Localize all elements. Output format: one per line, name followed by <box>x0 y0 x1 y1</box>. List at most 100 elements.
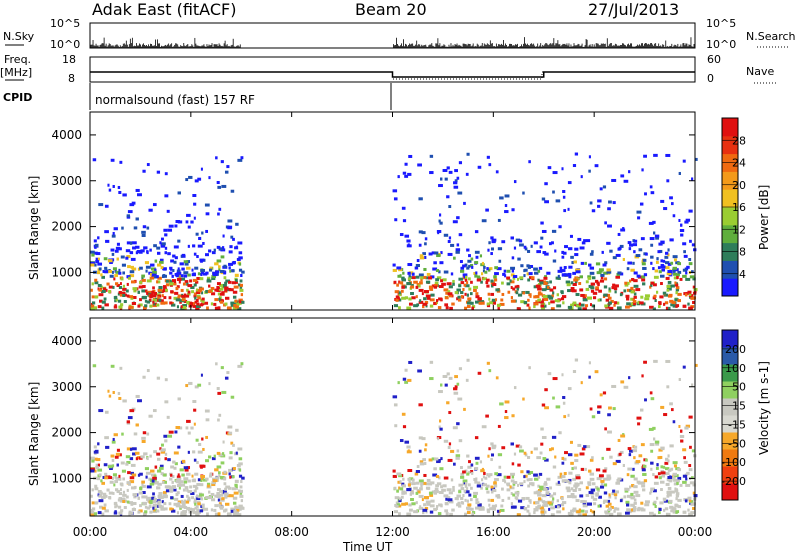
power-cell <box>561 250 565 254</box>
velocity-cell <box>218 471 221 475</box>
power-cell <box>121 226 124 230</box>
y-tick-label: 4000 <box>51 128 82 142</box>
power-cell <box>456 288 461 292</box>
power-cell <box>420 278 423 282</box>
power-cell <box>458 233 463 237</box>
power-cell <box>639 301 644 305</box>
power-cell <box>94 281 99 285</box>
velocity-cell <box>683 460 688 464</box>
velocity-cell <box>678 377 681 381</box>
velocity-cell <box>131 473 137 477</box>
velocity-cell <box>599 393 603 397</box>
velocity-cell <box>171 507 174 511</box>
power-cell <box>438 297 443 301</box>
power-cell <box>512 287 516 291</box>
velocity-cell <box>612 407 616 411</box>
velocity-cell <box>118 396 122 400</box>
velocity-cell <box>448 500 453 504</box>
velocity-cell <box>667 459 670 463</box>
power-cell <box>112 184 115 188</box>
velocity-cell <box>181 459 186 463</box>
velocity-cell <box>601 456 604 460</box>
velocity-cell <box>424 506 429 510</box>
velocity-cell <box>424 443 428 447</box>
power-cell <box>424 255 427 259</box>
velocity-cell <box>493 481 497 485</box>
velocity-cell <box>414 472 419 476</box>
velocity-cell <box>579 481 583 485</box>
velocity-cell <box>440 383 443 387</box>
colorbar-segment <box>722 415 738 433</box>
velocity-cell <box>189 485 192 489</box>
velocity-cell <box>467 483 471 487</box>
velocity-cell <box>689 481 695 485</box>
power-cell <box>596 281 600 285</box>
y-tick-label: 2000 <box>51 426 82 440</box>
velocity-cell <box>626 508 631 512</box>
velocity-cell <box>617 438 621 442</box>
power-cell <box>692 296 696 300</box>
velocity-cell <box>693 494 698 498</box>
velocity-cell <box>173 502 178 506</box>
velocity-cell <box>406 512 412 516</box>
power-cell <box>196 302 200 306</box>
power-cell <box>663 293 669 297</box>
velocity-cell <box>93 469 97 473</box>
velocity-cell <box>453 462 456 466</box>
power-cell <box>610 299 614 303</box>
power-cell <box>517 293 523 297</box>
power-cell <box>240 293 244 297</box>
power-cell <box>540 302 546 306</box>
power-cell <box>538 266 543 270</box>
power-cell <box>627 261 633 265</box>
velocity-cell <box>202 447 205 451</box>
velocity-cell <box>152 476 157 480</box>
velocity-cell <box>116 463 119 467</box>
velocity-cell <box>229 451 233 455</box>
power-cell <box>199 287 204 291</box>
power-cell <box>97 257 100 261</box>
power-cell <box>571 261 574 265</box>
colorbar-tick-label: 4 <box>739 268 746 281</box>
power-cell <box>187 292 191 296</box>
power-cell <box>559 268 563 272</box>
power-cell <box>501 292 505 296</box>
velocity-cell <box>152 500 157 504</box>
power-cell <box>213 302 217 306</box>
velocity-cell <box>533 508 539 512</box>
velocity-cell <box>688 468 693 472</box>
power-cell <box>173 260 177 264</box>
velocity-cell <box>142 431 147 435</box>
power-cell <box>662 291 667 295</box>
power-cell <box>672 266 678 270</box>
velocity-cell <box>141 484 146 488</box>
power-cell <box>589 271 595 275</box>
power-cell <box>489 301 494 305</box>
nave-tick-top: 60 <box>707 53 721 66</box>
power-cell <box>146 163 150 167</box>
velocity-cell <box>190 426 194 430</box>
power-cell <box>670 202 674 206</box>
nave-label: Nave <box>746 65 774 78</box>
power-cell <box>192 244 196 248</box>
power-cell <box>114 249 119 253</box>
velocity-cell <box>435 484 440 488</box>
power-cell <box>185 294 190 298</box>
power-cell <box>216 282 221 286</box>
velocity-cell <box>604 467 608 471</box>
velocity-cell <box>644 398 647 402</box>
power-cell <box>228 262 233 266</box>
power-cell <box>603 271 608 275</box>
power-cell <box>407 271 411 275</box>
velocity-cell <box>580 509 585 513</box>
power-cell <box>660 282 663 286</box>
velocity-cell <box>98 473 102 477</box>
power-cell <box>659 295 664 299</box>
velocity-cell <box>477 503 482 507</box>
velocity-cell <box>210 492 215 496</box>
power-cell <box>456 216 460 220</box>
power-cell <box>158 260 164 264</box>
power-cell <box>632 243 638 247</box>
power-cell <box>190 286 195 290</box>
velocity-cell <box>604 510 608 514</box>
